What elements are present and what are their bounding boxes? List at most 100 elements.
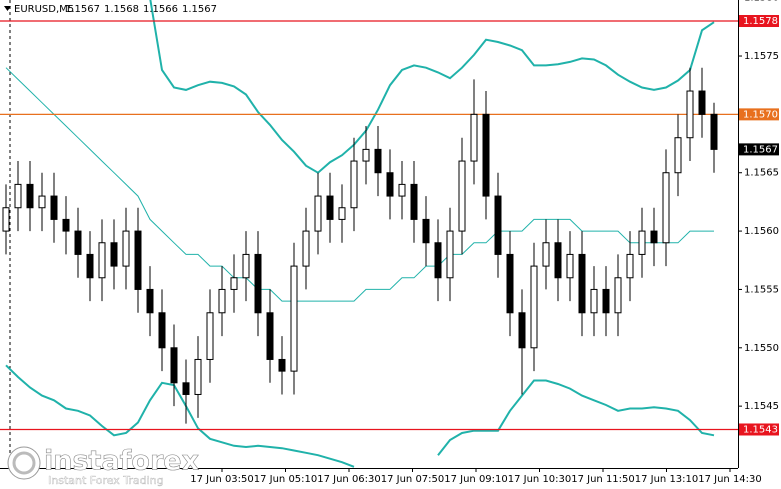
candle-body: [14, 183, 22, 209]
candle-body: [590, 288, 598, 314]
tagline: Instant Forex Trading: [48, 474, 164, 487]
candle-body: [98, 242, 106, 279]
candle-body: [434, 242, 442, 279]
header-close: 1.1567: [182, 4, 217, 15]
candle-body: [242, 253, 250, 279]
candle-body: [218, 288, 226, 314]
candle-body: [74, 230, 82, 255]
candle-body: [398, 183, 406, 197]
y-tick-label: 1.1550: [744, 343, 779, 354]
x-tick-label: 17 Jun 07:50: [381, 474, 445, 485]
candle-body: [170, 347, 178, 384]
x-tick-label: 17 Jun 13:10: [635, 474, 699, 485]
candle-body: [2, 207, 10, 232]
candle-body: [38, 195, 46, 209]
logo-ring: [12, 451, 36, 475]
x-tick-label: 17 Jun 11:50: [571, 474, 635, 485]
candle-body: [62, 218, 70, 232]
candle-body: [506, 253, 514, 314]
current-price-box: [739, 143, 779, 156]
header-low: 1.1566: [143, 4, 178, 15]
candle-body: [338, 207, 346, 220]
candle-body: [554, 242, 562, 279]
level-label-box: [739, 15, 779, 28]
indicator-line: [5, 67, 714, 302]
level-label: 1.1578: [743, 16, 778, 27]
level-label: 1.1543: [743, 424, 778, 435]
plot-area: [0, 0, 738, 468]
candle-body: [206, 312, 214, 360]
candle-body: [266, 312, 274, 360]
x-tick-label: 17 Jun 14:30: [698, 474, 762, 485]
candle-body: [134, 230, 142, 290]
candle-body: [494, 195, 502, 255]
candle-body: [518, 312, 526, 349]
candle-body: [578, 253, 586, 314]
level-label-box: [739, 423, 779, 436]
candle-body: [458, 160, 466, 232]
candle-body: [254, 253, 262, 314]
candle-body: [26, 183, 34, 209]
candle-body: [290, 265, 298, 372]
header-high: 1.1568: [104, 4, 139, 15]
y-tick-label: 1.1555: [744, 284, 779, 295]
candle-body: [566, 253, 574, 279]
candle-body: [422, 218, 430, 244]
indicator-line: [5, 364, 715, 468]
candle-body: [446, 230, 454, 279]
symbol: EURUSD,M5: [14, 4, 74, 15]
candle-body: [626, 253, 634, 279]
candle-body: [86, 253, 94, 279]
candle-body: [542, 242, 550, 267]
candle-body: [302, 230, 310, 267]
x-tick-label: 17 Jun 10:30: [508, 474, 572, 485]
candle-body: [326, 195, 334, 220]
candle-body: [374, 148, 382, 174]
x-tick-label: 17 Jun 03:50: [190, 474, 254, 485]
candle-body: [50, 195, 58, 220]
header-arrow: [4, 6, 11, 11]
y-tick-label: 1.1580: [744, 0, 779, 4]
candle-body: [182, 382, 190, 395]
candle-body: [314, 195, 322, 232]
candle-body: [638, 230, 646, 255]
y-tick-label: 1.1545: [744, 401, 779, 412]
candle-body: [362, 148, 370, 162]
header-open: 1.1567: [65, 4, 100, 15]
y-tick-label: 1.1565: [744, 168, 779, 179]
candle-body: [230, 277, 238, 290]
candle-body: [686, 90, 694, 139]
candle-body: [278, 358, 286, 372]
candle-body: [350, 160, 358, 209]
x-tick-label: 17 Jun 06:30: [317, 474, 381, 485]
brand: instaforex: [44, 446, 199, 477]
y-tick-label: 1.1560: [744, 226, 779, 237]
candle-body: [470, 113, 478, 162]
candle-body: [386, 172, 394, 197]
candle-body: [614, 277, 622, 314]
level-label: 1.1570: [743, 109, 778, 120]
candle-body: [158, 312, 166, 349]
candle-body: [122, 230, 130, 267]
candle-body: [662, 172, 670, 244]
candle-body: [710, 113, 718, 150]
candle-body: [110, 242, 118, 267]
candle-body: [482, 113, 490, 197]
candle-body: [146, 288, 154, 314]
candle-body: [650, 230, 658, 244]
candle-body: [698, 90, 706, 115]
candle-body: [194, 358, 202, 395]
candle-body: [410, 183, 418, 220]
candle-body: [674, 137, 682, 174]
watermark: instaforex Instant Forex Trading: [7, 445, 199, 487]
x-tick-label: 17 Jun 05:10: [254, 474, 318, 485]
candle-body: [602, 288, 610, 314]
x-tick-label: 17 Jun 09:10: [444, 474, 508, 485]
level-label-box: [739, 108, 779, 121]
y-tick-label: 1.1575: [744, 51, 779, 62]
indicator-line: [149, 0, 715, 174]
candle-body: [530, 265, 538, 349]
current-price-label: 1.1567: [743, 144, 778, 155]
header: EURUSD,M5 1.1567 1.1568 1.1566 1.1567: [4, 4, 217, 15]
